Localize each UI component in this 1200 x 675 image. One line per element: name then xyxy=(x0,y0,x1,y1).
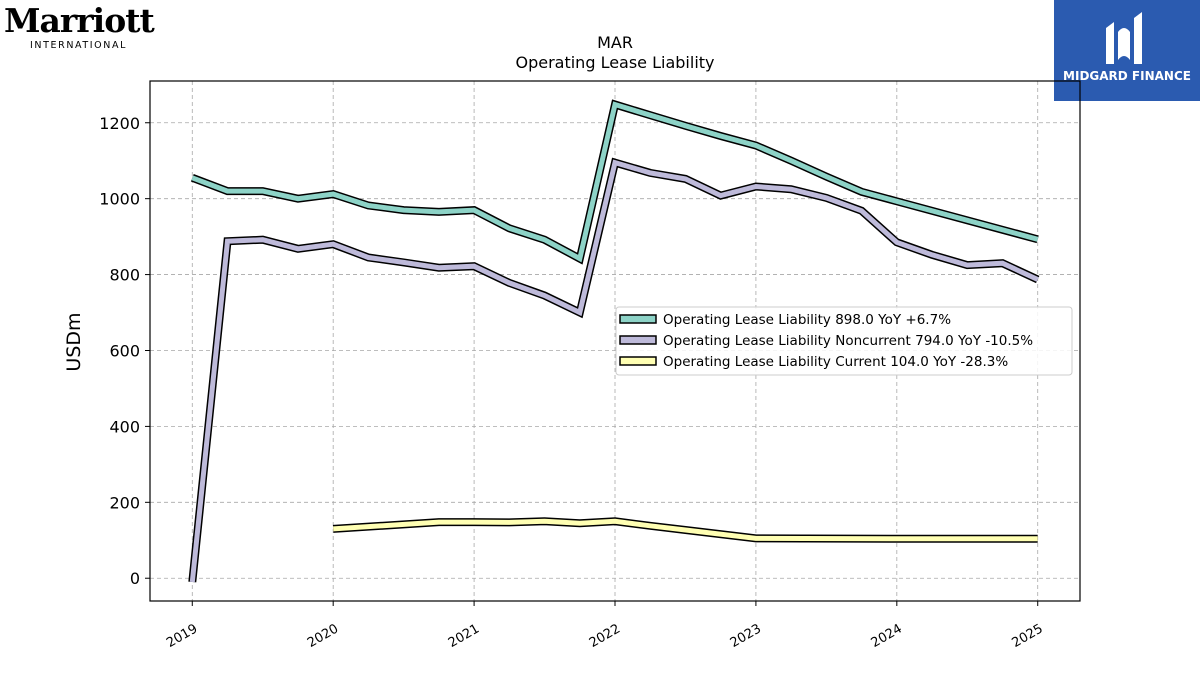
legend-label-1: Operating Lease Liability Noncurrent 794… xyxy=(663,333,1033,349)
y-tick-label: 1200 xyxy=(99,114,140,133)
y-tick-label: 400 xyxy=(109,417,140,436)
legend-label-0: Operating Lease Liability 898.0 YoY +6.7… xyxy=(663,312,951,328)
legend-box xyxy=(615,306,1073,376)
chart-subtitle: Operating Lease Liability xyxy=(515,53,714,72)
marriott-logo: Marriott INTERNATIONAL xyxy=(4,1,155,54)
y-tick-label: 1000 xyxy=(99,190,140,209)
y-tick-label: 200 xyxy=(109,493,140,512)
logo-wordmark: Marriott xyxy=(4,1,155,40)
legend-swatch-2 xyxy=(619,356,657,366)
legend-swatch-1 xyxy=(619,335,657,345)
y-axis-label: USDm xyxy=(63,312,85,371)
badge-label: MIDGARD FINANCE xyxy=(1063,69,1191,83)
y-tick-label: 0 xyxy=(130,569,140,588)
y-tick-label: 600 xyxy=(109,341,140,360)
legend: Operating Lease Liability 898.0 YoY +6.7… xyxy=(615,306,1073,376)
legend-swatch-0 xyxy=(619,314,657,324)
x-tick-label: 2024 xyxy=(869,621,905,651)
series-line-0 xyxy=(191,101,1039,263)
x-tick-label: 2020 xyxy=(305,621,341,651)
x-tick-label: 2022 xyxy=(587,621,623,651)
midgard-finance-badge: MIDGARD FINANCE xyxy=(1054,0,1200,101)
midgard-logo-icon xyxy=(1106,12,1142,64)
logo-subtext: INTERNATIONAL xyxy=(30,40,127,51)
chart-title: MAR xyxy=(597,33,633,52)
x-tick-label: 2023 xyxy=(728,621,764,651)
legend-label-2: Operating Lease Liability Current 104.0 … xyxy=(663,354,1008,370)
series-line-1 xyxy=(189,159,1039,583)
x-tick-label: 2025 xyxy=(1010,621,1046,651)
series-line-2 xyxy=(333,518,1038,542)
x-tick-label: 2021 xyxy=(446,621,482,651)
series-group xyxy=(188,99,1040,583)
y-tick-label: 800 xyxy=(109,266,140,285)
x-tick-label: 2019 xyxy=(164,621,200,651)
